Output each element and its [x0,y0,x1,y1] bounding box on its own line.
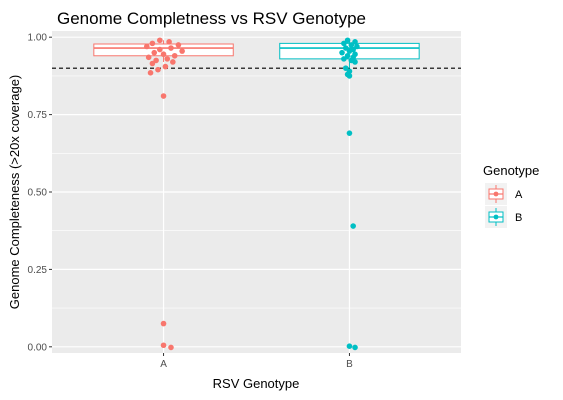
data-point-B [346,343,353,349]
y-axis-title: Genome Completeness (>20x coverage) [7,75,22,309]
data-point-B [352,59,358,65]
data-point-A [179,48,185,54]
legend-label: B [515,212,522,224]
legend-entry-A: A [485,183,523,205]
data-point-A [149,60,156,67]
data-point-A [164,56,171,62]
data-point-B [341,56,347,62]
data-point-B [348,42,355,48]
data-point-A [157,46,163,53]
data-point-A [162,63,169,70]
data-point-A [160,320,167,327]
legend-entry-B: B [485,206,522,228]
x-axis-title: RSV Genotype [213,376,300,391]
y-tick-label: 0.00 [28,342,48,353]
data-point-A [166,39,172,45]
data-point-A [147,69,154,76]
data-point-A [168,344,174,351]
data-point-B [352,39,358,45]
legend-entries: AB [485,183,523,228]
legend: Genotype AB [483,163,539,228]
data-point-A [168,45,174,51]
data-point-A [151,49,158,56]
data-point-A [160,51,167,58]
data-point-B [344,52,351,59]
legend-title: Genotype [483,163,539,178]
legend-label: A [515,189,523,201]
data-point-B [346,130,353,136]
data-point-B [354,43,360,50]
data-point-A [160,342,167,349]
y-tick-label: 0.75 [28,110,48,121]
data-point-A [157,37,163,44]
data-point-A [144,43,150,50]
data-point-B [344,37,351,44]
data-point-A [153,57,159,64]
data-point-B [352,344,358,351]
data-point-B [350,223,356,229]
data-point-A [171,52,178,59]
data-point-B [342,65,349,71]
data-point-B [339,49,345,56]
y-tick-label: 0.25 [28,265,48,276]
axes-layer: 0.00 0.25 0.50 0.75 1.00 A B [28,33,354,370]
legend-key-point [493,214,499,220]
data-point-B [346,48,353,54]
data-point-A [175,42,182,48]
data-point-B [341,40,347,47]
data-point-B [342,45,349,51]
y-tick-label: 0.50 [28,188,48,199]
chart-title: Genome Completness vs RSV Genotype [57,9,366,28]
data-point-A [170,59,176,65]
y-tick-label: 1.00 [28,33,48,44]
data-point-A [160,93,167,99]
data-point-A [155,66,161,73]
legend-key-point [493,191,499,197]
x-tick-label: B [346,359,353,370]
points-layer [144,37,360,351]
x-tick-label: A [160,359,167,370]
grid-layer [52,31,461,353]
data-point-B [346,73,353,79]
data-point-A [149,40,156,47]
data-point-A [145,54,152,61]
